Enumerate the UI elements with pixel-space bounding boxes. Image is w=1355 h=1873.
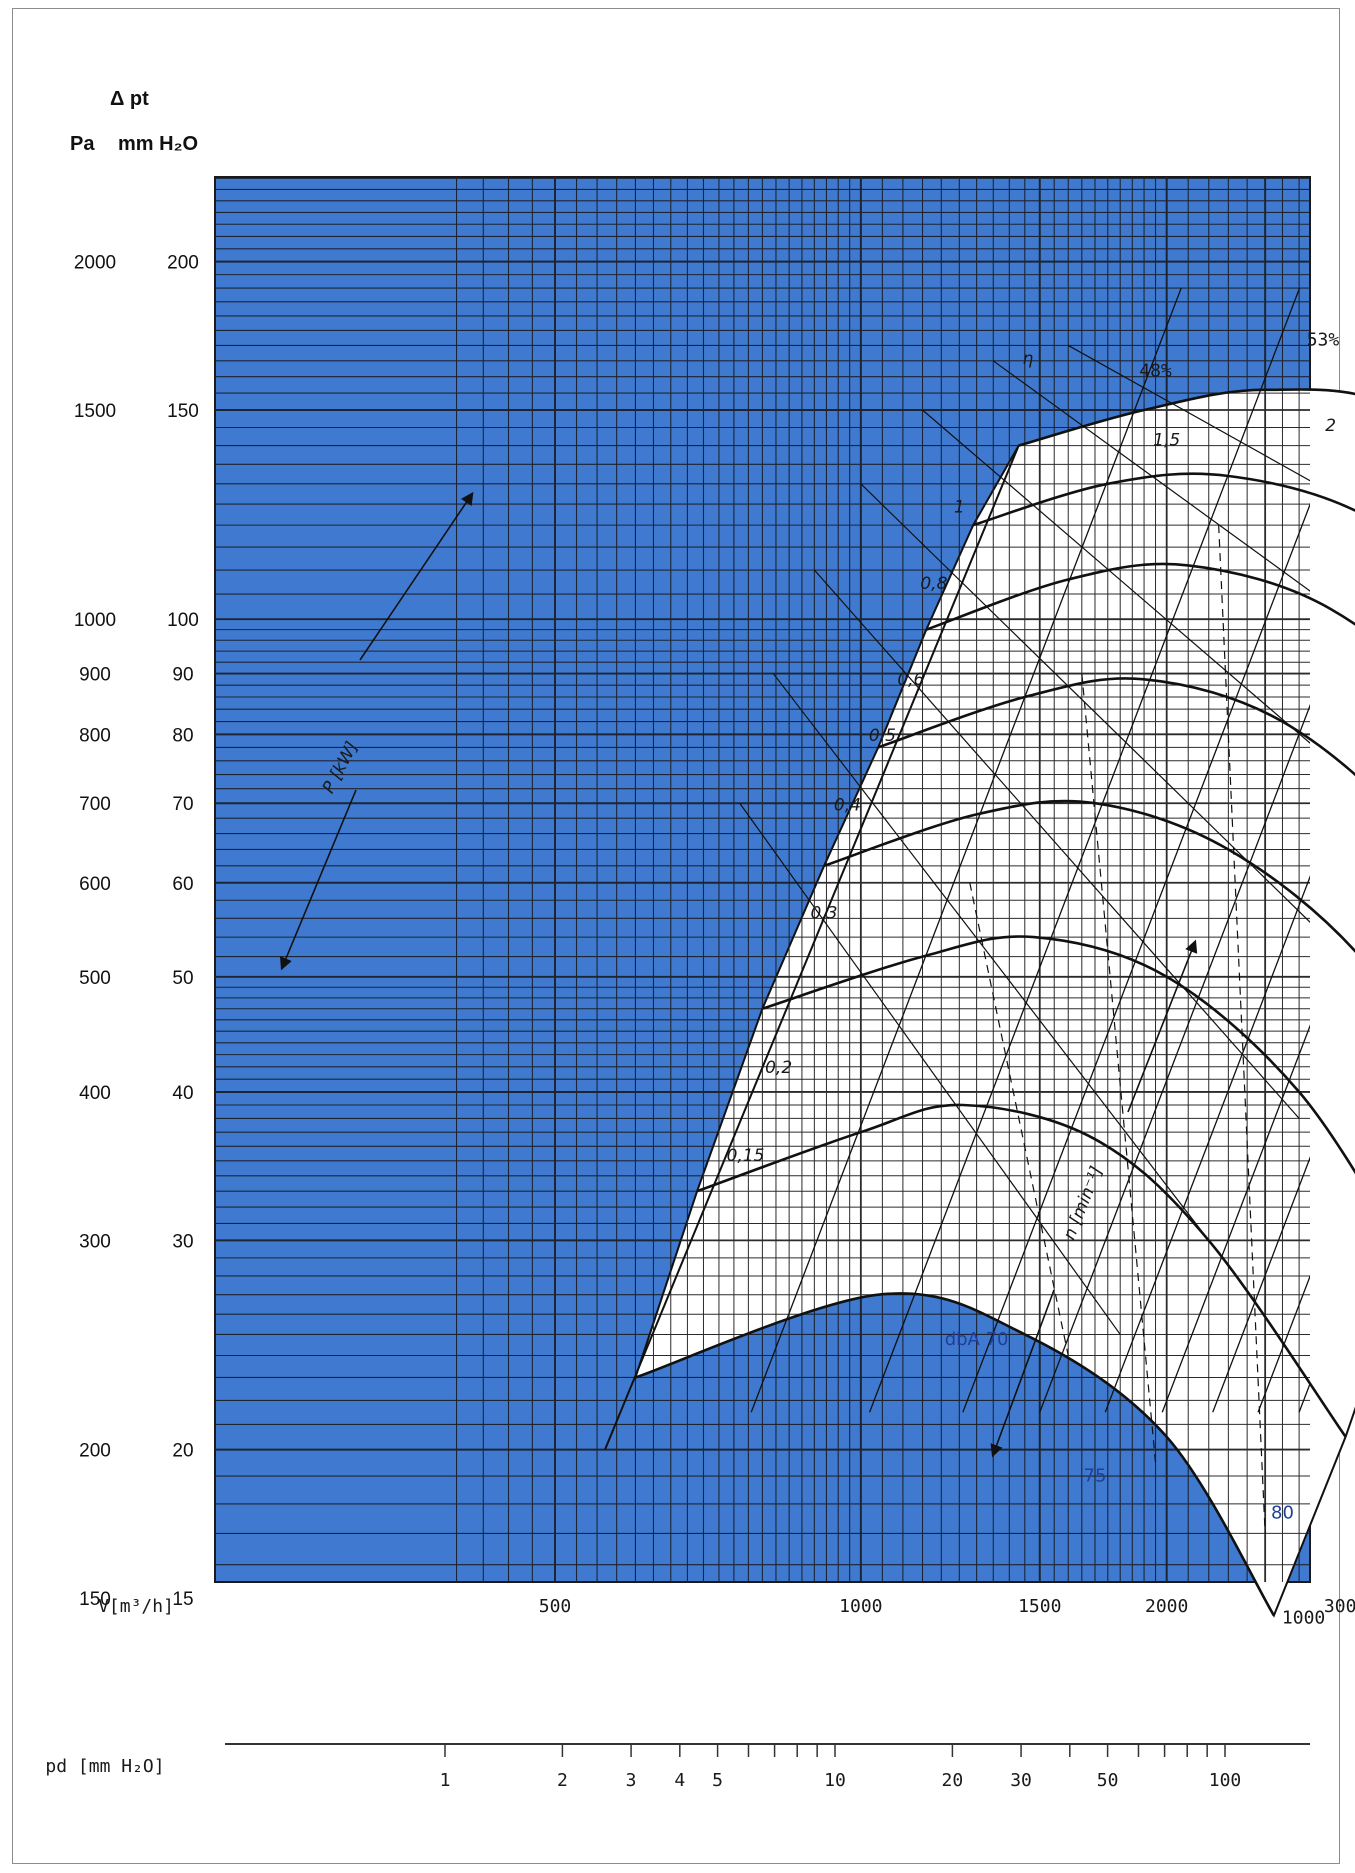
y-tick-label-pa: 600 — [79, 874, 111, 895]
y-tick-label-pa: 800 — [79, 725, 111, 746]
speed-curve-2400 — [1018, 388, 1355, 447]
y-tick-label-mm: 200 — [167, 253, 199, 274]
speed-curve-1200 — [696, 1103, 1347, 1438]
pd-tick-label: 4 — [674, 1770, 685, 1791]
x-tick-label: 500 — [539, 1596, 572, 1617]
pd-tick-label: 10 — [824, 1770, 846, 1791]
noise-dashed-line — [1218, 525, 1266, 1534]
speed-axis-arrow-down — [990, 1289, 1055, 1458]
pd-tick-label: 1 — [440, 1770, 451, 1791]
speed-axis-arrow-up — [1127, 939, 1198, 1113]
x-tick-label: 1500 — [1018, 1596, 1061, 1617]
y-tick-label-mm: 30 — [172, 1231, 193, 1252]
y-axis-unit-mm: mm H₂O — [118, 133, 198, 155]
power-curve — [860, 483, 1310, 923]
efficiency-ray — [962, 502, 1310, 1413]
power-axis-arrow-down — [280, 789, 357, 971]
x-tick-label: 3000 — [1324, 1596, 1355, 1617]
pd-tick-label: 5 — [712, 1770, 723, 1791]
power-curve — [992, 360, 1310, 592]
power-label: 1 — [954, 497, 965, 517]
y-tick-label-pa: 150 — [79, 1589, 111, 1610]
power-curve — [1067, 344, 1310, 482]
efficiency-ray — [1039, 703, 1310, 1413]
y-tick-label-pa: 700 — [79, 794, 111, 815]
speed-curve-2200 — [972, 472, 1355, 527]
y-tick-label-pa: 300 — [79, 1231, 111, 1252]
system-line-left — [604, 445, 1020, 1450]
power-label: 0,15 — [727, 1146, 765, 1166]
efficiency-label: 48% — [1139, 361, 1172, 382]
power-label: 0,5 — [869, 726, 896, 746]
efficiency-ray — [1161, 1024, 1310, 1413]
noise-label: 80 — [1271, 1502, 1294, 1523]
efficiency-ray — [1104, 875, 1310, 1413]
noise-label: dbA 70 — [945, 1329, 1009, 1350]
speed-curve-2000 — [925, 562, 1355, 631]
power-label: 0,6 — [897, 670, 924, 690]
eta-label: η — [1022, 349, 1033, 369]
power-label: 0,4 — [834, 796, 861, 816]
y-tick-label-mm: 60 — [172, 874, 193, 895]
y-tick-label-mm: 15 — [172, 1589, 193, 1610]
pd-tick-label: 3 — [626, 1770, 637, 1791]
power-curve — [739, 802, 1121, 1335]
y-tick-label-mm: 70 — [172, 794, 193, 815]
power-label: 0,8 — [920, 574, 947, 594]
noise-label: 75 — [1084, 1465, 1107, 1486]
power-label: 2 — [1325, 416, 1336, 436]
speed-curve-1800 — [877, 677, 1355, 777]
power-label: 0,3 — [811, 903, 838, 923]
y-tick-label-mm: 80 — [172, 725, 193, 746]
speed-curve-1000 — [634, 1292, 1276, 1617]
y-tick-label-mm: 50 — [172, 968, 193, 989]
y-tick-label-pa: 1500 — [74, 401, 116, 422]
y-tick-label-pa: 400 — [79, 1083, 111, 1104]
pd-scale-label: pd [mm H₂O] — [45, 1756, 164, 1777]
speed-curve-1600 — [823, 799, 1355, 953]
power-label: 1,5 — [1153, 431, 1180, 451]
noise-dashed-line — [969, 882, 1069, 1356]
power-curve — [922, 409, 1310, 744]
y-axis-unit-pa: Pa — [70, 133, 95, 155]
speed-label-1200: 1200 — [1354, 1429, 1355, 1450]
noise-dashed-line — [1081, 673, 1157, 1463]
power-axis-arrow-up — [359, 491, 474, 661]
x-tick-label: 1000 — [839, 1596, 882, 1617]
y-tick-label-pa: 500 — [79, 968, 111, 989]
power-curve — [813, 569, 1300, 1119]
y-tick-label-mm: 150 — [167, 401, 199, 422]
pd-tick-label: 50 — [1097, 1770, 1119, 1791]
y-tick-label-mm: 20 — [172, 1441, 193, 1462]
y-axis-symbol: Δ pt — [110, 88, 149, 110]
x-axis-label: V[m³/h] — [98, 1596, 174, 1617]
efficiency-ray — [750, 287, 1182, 1413]
pd-tick-label: 20 — [942, 1770, 964, 1791]
y-tick-label-mm: 100 — [167, 610, 199, 631]
speed-label-1000: 1000 — [1282, 1607, 1325, 1628]
y-tick-label-pa: 900 — [79, 665, 111, 686]
pd-tick-label: 30 — [1010, 1770, 1032, 1791]
y-tick-label-pa: 200 — [79, 1441, 111, 1462]
y-tick-label-mm: 90 — [172, 665, 193, 686]
speed-curve-1400 — [762, 935, 1355, 1175]
efficiency-ray — [1212, 1156, 1310, 1413]
power-curve — [772, 673, 1210, 1241]
pd-tick-label: 100 — [1209, 1770, 1242, 1791]
y-tick-label-pa: 1000 — [74, 610, 116, 631]
y-tick-label-mm: 40 — [172, 1083, 193, 1104]
x-tick-label: 2000 — [1145, 1596, 1188, 1617]
y-tick-label-pa: 2000 — [74, 253, 116, 274]
efficiency-label: 53% — [1307, 329, 1340, 350]
power-label: 0,2 — [765, 1058, 792, 1078]
pd-tick-label: 2 — [557, 1770, 568, 1791]
